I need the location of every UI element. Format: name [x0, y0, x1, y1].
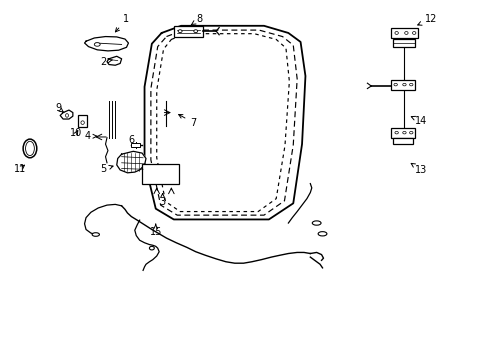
FancyBboxPatch shape [392, 39, 414, 46]
FancyBboxPatch shape [390, 28, 417, 39]
Bar [131, 143, 140, 147]
Polygon shape [60, 110, 73, 119]
Polygon shape [117, 151, 146, 173]
Ellipse shape [178, 30, 182, 33]
Text: 12: 12 [417, 14, 436, 25]
Text: 4: 4 [84, 131, 97, 141]
Text: 10: 10 [70, 129, 82, 138]
Ellipse shape [149, 246, 154, 250]
Text: 2: 2 [100, 57, 112, 67]
Ellipse shape [393, 84, 397, 86]
Ellipse shape [193, 30, 197, 33]
FancyBboxPatch shape [392, 138, 412, 144]
Ellipse shape [318, 231, 326, 236]
Polygon shape [107, 56, 122, 65]
Text: 15: 15 [149, 224, 162, 237]
Ellipse shape [409, 84, 412, 86]
Bar [142, 163, 178, 184]
Text: 14: 14 [410, 116, 426, 126]
Text: 1: 1 [115, 14, 129, 32]
FancyBboxPatch shape [173, 26, 203, 37]
FancyBboxPatch shape [78, 116, 86, 127]
Text: 7: 7 [178, 114, 196, 128]
Ellipse shape [312, 221, 321, 225]
Text: 9: 9 [55, 103, 64, 113]
Ellipse shape [25, 141, 34, 156]
Ellipse shape [92, 233, 99, 236]
Ellipse shape [402, 131, 406, 134]
Ellipse shape [394, 131, 398, 134]
Ellipse shape [404, 32, 407, 35]
FancyBboxPatch shape [390, 80, 414, 90]
Text: 8: 8 [191, 14, 203, 24]
Ellipse shape [94, 42, 100, 46]
Text: 6: 6 [128, 135, 134, 145]
Text: 3: 3 [159, 194, 165, 207]
Text: 11: 11 [14, 163, 26, 174]
Ellipse shape [402, 84, 406, 86]
Polygon shape [84, 37, 128, 51]
Ellipse shape [65, 114, 68, 117]
Ellipse shape [81, 121, 84, 125]
Text: 5: 5 [100, 164, 113, 174]
Ellipse shape [409, 131, 412, 134]
FancyBboxPatch shape [390, 128, 414, 138]
Text: 13: 13 [410, 163, 426, 175]
Ellipse shape [23, 139, 37, 158]
Ellipse shape [394, 32, 398, 35]
Ellipse shape [412, 32, 415, 35]
